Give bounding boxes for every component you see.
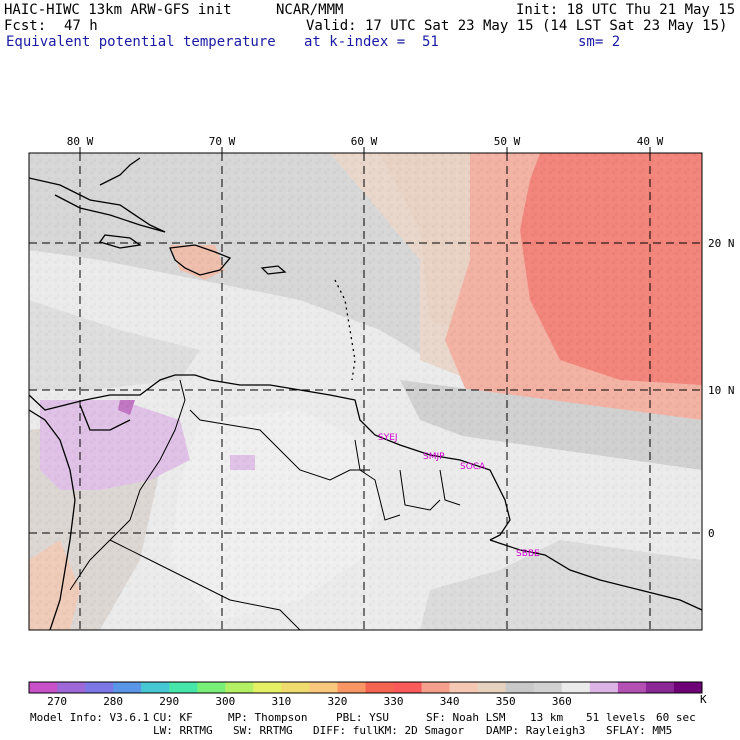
top-ticks <box>79 147 651 153</box>
colorbar-swatch <box>589 682 619 693</box>
footer-line2-diff: DIFF: full <box>313 724 380 737</box>
coastlines <box>29 157 702 630</box>
colorbar-swatch <box>141 682 170 693</box>
graticule <box>29 153 702 630</box>
lon-label-60w: 60 W <box>351 135 378 148</box>
footer-line2-damp: DAMP: Rayleigh3 <box>486 724 586 737</box>
colorbar-tick-label: 320 <box>328 695 348 708</box>
coast-puerto-rico <box>260 265 287 275</box>
colorbar-swatch <box>673 682 703 693</box>
colorbar-swatch <box>421 682 451 693</box>
forecast-label: Fcst: <box>4 18 47 34</box>
colorbar-tick-label: 330 <box>384 695 404 708</box>
colorbar-swatch <box>477 682 507 693</box>
colorbar-swatch <box>337 682 366 693</box>
border-colombia-venezuela <box>69 379 186 591</box>
footer-line1-sf: SF: Noah LSM <box>426 711 506 724</box>
footer-line1-res: 13 km <box>530 711 564 724</box>
colorbar-swatch <box>85 682 114 693</box>
footer-line2-sw: SW: RRTMG <box>233 724 293 737</box>
colorbar-swatch <box>645 682 675 693</box>
footer-line1-model: Model Info: V3.6.1 <box>30 711 150 724</box>
colorbar: 270 280 290 300 310 320 330 340 350 360 <box>28 681 703 708</box>
footer-line1-step: 60 sec <box>656 711 696 724</box>
lon-label-40w: 40 W <box>637 135 664 148</box>
footer-line2-lw: LW: RRTMG <box>153 724 213 737</box>
footer-line2-km: KM: 2D Smagor <box>378 724 465 737</box>
level-index: at k-index = 51 <box>304 34 439 50</box>
org-label: NCAR/MMM <box>276 2 344 18</box>
border-suriname <box>399 469 441 511</box>
borders <box>69 379 461 630</box>
colorbar-swatch <box>253 682 282 693</box>
model-title: HAIC-HIWC 13km ARW-GFS init <box>4 2 232 18</box>
valid-time: Valid: 17 UTC Sat 23 May 15 (14 LST Sat … <box>306 18 728 34</box>
coast-pacific <box>29 409 76 630</box>
colorbar-tick-label: 270 <box>47 695 67 708</box>
colorbar-swatch <box>393 682 423 693</box>
station-labels: SYEJ SMJP SOCA SBBE <box>378 433 540 559</box>
forecast-hours: 47 h <box>64 18 98 34</box>
map-frame <box>28 152 703 631</box>
colorbar-swatch <box>29 682 58 693</box>
station-syej: SYEJ <box>378 433 398 443</box>
lon-label-50w: 50 W <box>494 135 521 148</box>
border-french-guiana <box>439 469 461 506</box>
coast-brazil <box>489 539 702 611</box>
colorbar-tick-label: 350 <box>496 695 516 708</box>
border-venezuela-brazil <box>189 409 370 481</box>
colorbar-tick-label: 360 <box>552 695 572 708</box>
colorbar-unit: K <box>700 693 707 706</box>
lat-label-20n: 20 N <box>708 237 735 250</box>
border-andes <box>109 539 301 630</box>
coast-panama <box>79 404 131 431</box>
lon-label-70w: 70 W <box>209 135 236 148</box>
map-field <box>29 153 702 630</box>
footer-line1-pbl: PBL: YSU <box>336 711 389 724</box>
station-soca: SOCA <box>460 462 486 472</box>
station-sbbe: SBBE <box>516 549 540 559</box>
colorbar-tick-label: 310 <box>271 695 291 708</box>
colorbar-swatch <box>533 682 563 693</box>
coast-hispaniola <box>169 244 232 276</box>
lat-label-0: 0 <box>708 527 715 540</box>
colorbar-tick-label: 340 <box>440 695 460 708</box>
coast-bahamas <box>99 157 141 186</box>
lon-label-80w: 80 W <box>67 135 94 148</box>
colorbar-swatch <box>617 682 647 693</box>
field-texture <box>29 153 702 630</box>
footer-line2-sflay: SFLAY: MM5 <box>606 724 673 737</box>
colorbar-tick-label: 300 <box>215 695 235 708</box>
colorbar-swatch <box>365 682 395 693</box>
footer-line1-cu: CU: KF <box>153 711 193 724</box>
init-time: Init: 18 UTC Thu 21 May 15 <box>516 2 736 18</box>
colorbar-swatch <box>225 682 254 693</box>
footer-line1-mp: MP: Thompson <box>228 711 308 724</box>
colorbar-swatch <box>197 682 226 693</box>
station-smjp: SMJP <box>423 452 445 462</box>
colorbar-frame <box>28 681 703 694</box>
colorbar-swatch <box>505 682 535 693</box>
coast-south-america-north <box>29 374 511 541</box>
coast-jamaica <box>98 234 142 249</box>
colorbar-swatch <box>449 682 479 693</box>
colorbar-swatch <box>281 682 310 693</box>
smoothing: sm= 2 <box>578 34 621 50</box>
lat-label-10n: 10 N <box>708 384 735 397</box>
field-name: Equivalent potential temperature <box>6 34 276 50</box>
colorbar-tick-label: 280 <box>103 695 123 708</box>
colorbar-swatch <box>561 682 591 693</box>
footer-line1-levels: 51 levels <box>586 711 646 724</box>
colorbar-swatch <box>113 682 142 693</box>
colorbar-swatch <box>169 682 198 693</box>
colorbar-swatch <box>57 682 86 693</box>
coast-cuba <box>29 177 166 233</box>
colorbar-swatch <box>309 682 338 693</box>
colorbar-tick-label: 290 <box>159 695 179 708</box>
border-guyana <box>354 439 401 521</box>
